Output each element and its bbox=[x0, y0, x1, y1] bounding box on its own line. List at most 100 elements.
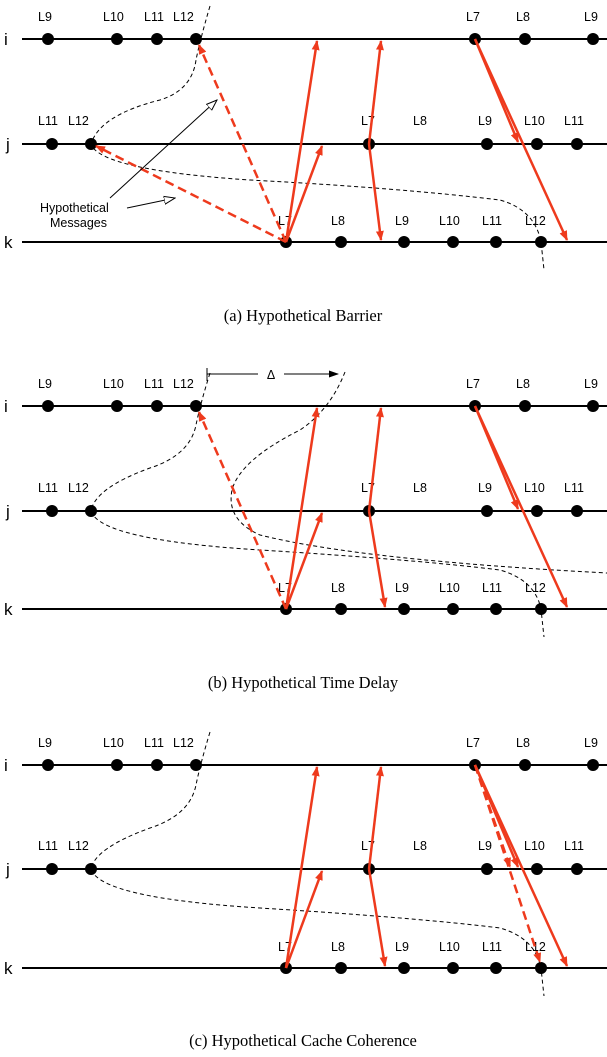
process-label-i: i bbox=[4, 30, 8, 49]
event-label: L8 bbox=[331, 940, 345, 954]
hypothetical-arrow bbox=[95, 144, 287, 244]
event-label: L11 bbox=[482, 581, 502, 595]
event-label: L9 bbox=[584, 736, 598, 750]
process-label-i: i bbox=[4, 397, 8, 416]
event-labels-k: L7 L8 L9 L10 L11 L12 bbox=[278, 940, 546, 954]
hypothetical-messages-annotation: Hypothetical Messages bbox=[40, 100, 217, 230]
message-arrow bbox=[284, 512, 324, 610]
panel-caption: (c) Hypothetical Cache Coherence bbox=[189, 1031, 417, 1050]
event-labels-j: L11 L12 L7 L8 L9 L10 L11 bbox=[38, 114, 584, 128]
event-dots-j bbox=[46, 863, 583, 875]
hypothetical-messages bbox=[95, 44, 288, 244]
event-label: L10 bbox=[439, 214, 460, 228]
cut-line bbox=[90, 372, 545, 638]
event-labels-k: L7 L8 L9 L10 L11 L12 bbox=[278, 581, 546, 595]
process-label-k: k bbox=[4, 600, 13, 619]
messages bbox=[284, 38, 569, 243]
panel-caption: (a) Hypothetical Barrier bbox=[224, 306, 383, 325]
event-label: L8 bbox=[516, 736, 530, 750]
event-label: L10 bbox=[524, 481, 545, 495]
event-label: L9 bbox=[38, 736, 52, 750]
event-label: L9 bbox=[584, 377, 598, 391]
event-label: L9 bbox=[478, 114, 492, 128]
event-label: L11 bbox=[38, 114, 58, 128]
event-label: L12 bbox=[525, 940, 546, 954]
event-label: L9 bbox=[478, 481, 492, 495]
event-label: L12 bbox=[173, 10, 194, 24]
event-label: L8 bbox=[331, 214, 345, 228]
process-label-i: i bbox=[4, 756, 8, 775]
event-label: L11 bbox=[38, 839, 58, 853]
event-dots-k bbox=[280, 603, 547, 615]
event-label: L8 bbox=[413, 114, 427, 128]
event-dots-j bbox=[46, 505, 583, 517]
event-labels-i: L9 L10 L11 L12 L7 L8 L9 bbox=[38, 10, 598, 24]
message-arrow bbox=[367, 510, 388, 608]
event-label: L9 bbox=[38, 10, 52, 24]
event-label: L12 bbox=[68, 839, 89, 853]
event-label: L12 bbox=[68, 114, 89, 128]
event-label: L9 bbox=[478, 839, 492, 853]
panel-a: i j k L9 L10 L11 L12 L7 L8 L9 L11 L12 L7… bbox=[4, 5, 607, 325]
event-labels-i: L9 L10 L11 L12 L7 L8 L9 bbox=[38, 377, 598, 391]
message-arrow bbox=[473, 38, 569, 241]
delta-label: Δ bbox=[267, 368, 275, 382]
event-label: L8 bbox=[516, 377, 530, 391]
event-label: L9 bbox=[395, 940, 409, 954]
panel-caption: (b) Hypothetical Time Delay bbox=[208, 673, 399, 692]
event-label: L11 bbox=[482, 214, 502, 228]
event-label: L11 bbox=[144, 377, 164, 391]
event-label: L11 bbox=[482, 940, 502, 954]
message-arrow bbox=[367, 407, 384, 512]
process-label-j: j bbox=[5, 502, 10, 521]
process-label-j: j bbox=[5, 135, 10, 154]
process-label-j: j bbox=[5, 860, 10, 879]
annotation-line-1: Hypothetical bbox=[40, 201, 109, 215]
message-arrow bbox=[284, 40, 320, 243]
message-arrow bbox=[284, 870, 324, 969]
event-labels-j: L11 L12 L7 L8 L9 L10 L11 bbox=[38, 839, 584, 853]
event-label: L10 bbox=[103, 10, 124, 24]
messages bbox=[284, 764, 569, 969]
event-labels-k: L7 L8 L9 L10 L11 L12 bbox=[278, 214, 546, 228]
event-label: L7 bbox=[466, 377, 480, 391]
event-label: L8 bbox=[413, 481, 427, 495]
message-arrow bbox=[284, 766, 320, 969]
event-label: L10 bbox=[524, 114, 545, 128]
message-arrow bbox=[367, 143, 384, 241]
hypothetical-messages bbox=[197, 411, 288, 610]
cut-line bbox=[90, 5, 545, 271]
event-label: L10 bbox=[103, 736, 124, 750]
event-label: L8 bbox=[331, 581, 345, 595]
event-label: L7 bbox=[466, 10, 480, 24]
annotation-line-2: Messages bbox=[50, 216, 107, 230]
event-label: L8 bbox=[516, 10, 530, 24]
delta-indicator: Δ bbox=[206, 368, 339, 382]
event-label: L9 bbox=[395, 214, 409, 228]
event-label: L12 bbox=[68, 481, 89, 495]
event-labels-j: L11 L12 L7 L8 L9 L10 L11 bbox=[38, 481, 584, 495]
panel-c: i j k L9 L10 L11 L12 L7 L8 L9 L11 L12 L7… bbox=[4, 731, 607, 1050]
event-label: L9 bbox=[584, 10, 598, 24]
message-arrow bbox=[284, 407, 320, 610]
event-dots-i bbox=[42, 400, 599, 412]
event-label: L12 bbox=[525, 214, 546, 228]
event-labels-i: L9 L10 L11 L12 L7 L8 L9 bbox=[38, 736, 598, 750]
event-label: L12 bbox=[173, 736, 194, 750]
process-label-k: k bbox=[4, 959, 13, 978]
message-arrow bbox=[284, 145, 324, 243]
event-label: L11 bbox=[564, 114, 584, 128]
event-label: L11 bbox=[564, 481, 584, 495]
event-label: L11 bbox=[144, 10, 164, 24]
event-label: L8 bbox=[413, 839, 427, 853]
delayed-cut-line bbox=[230, 371, 607, 574]
hypothetical-arrow bbox=[197, 411, 288, 610]
event-label: L9 bbox=[38, 377, 52, 391]
message-arrow bbox=[473, 764, 569, 967]
event-label: L10 bbox=[439, 940, 460, 954]
hypothetical-arrow bbox=[197, 44, 288, 243]
process-label-k: k bbox=[4, 233, 13, 252]
message-arrow bbox=[367, 766, 384, 870]
event-label: L11 bbox=[564, 839, 584, 853]
